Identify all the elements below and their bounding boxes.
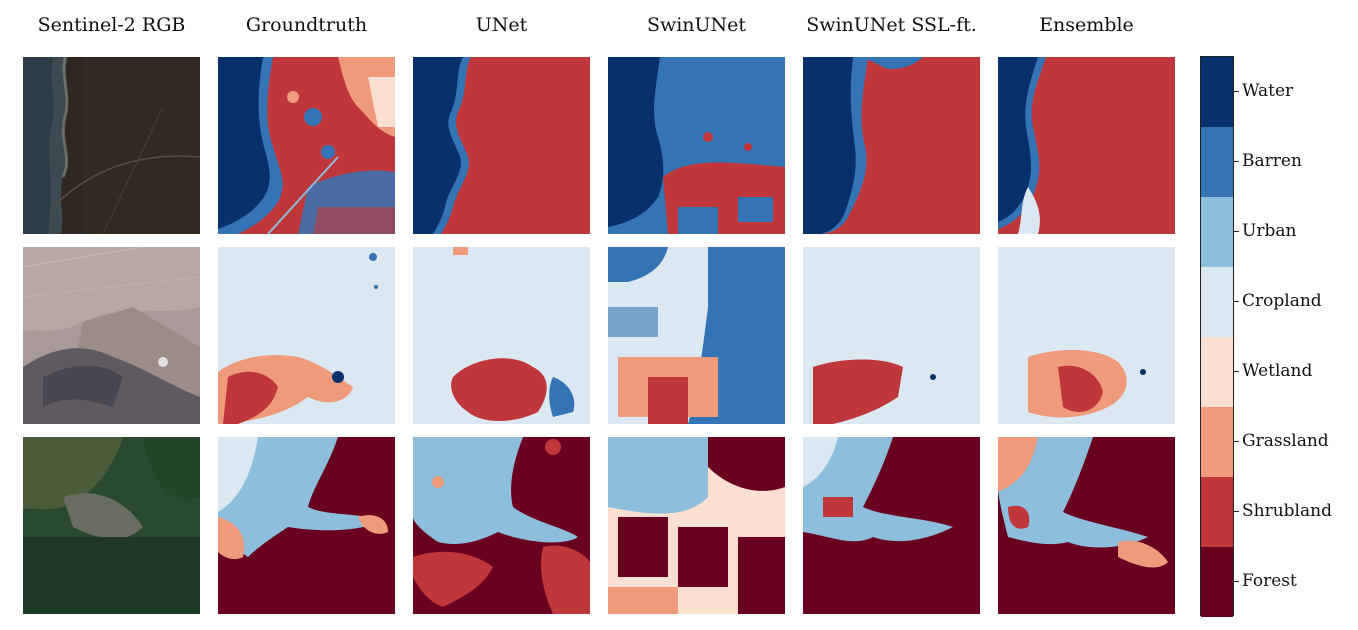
rgb-image-row3 xyxy=(23,437,200,614)
colorbar-label-grassland: Grassland xyxy=(1242,431,1329,451)
colorbar-swatch-barren xyxy=(1201,127,1233,197)
colorbar-tick xyxy=(1234,581,1239,582)
colorbar-swatch-wetland xyxy=(1201,337,1233,407)
unet-map-row3 xyxy=(413,437,590,614)
colorbar-swatch-water xyxy=(1201,57,1233,127)
colorbar-swatch-forest xyxy=(1201,547,1233,617)
swinunet-map-row2 xyxy=(608,247,785,424)
colorbar-tick xyxy=(1234,161,1239,162)
colorbar-label-wetland: Wetland xyxy=(1242,361,1313,381)
column-title-swinunet: SwinUNet xyxy=(646,14,747,36)
colorbar-tick xyxy=(1234,301,1239,302)
colorbar-label-forest: Forest xyxy=(1242,571,1297,591)
ensemble-map-row3 xyxy=(998,437,1175,614)
colorbar-label-cropland: Cropland xyxy=(1242,291,1322,311)
ensemble-map-row1 xyxy=(998,57,1175,234)
unet-map-row1 xyxy=(413,57,590,234)
unet-map-row2 xyxy=(413,247,590,424)
swinunet-ssl-map-row3 xyxy=(803,437,980,614)
column-title-groundtruth: Groundtruth xyxy=(245,14,368,36)
colorbar-swatch-grassland xyxy=(1201,407,1233,477)
column-title-unet: UNet xyxy=(475,14,528,36)
colorbar-label-urban: Urban xyxy=(1242,221,1297,241)
colorbar-tick xyxy=(1234,441,1239,442)
swinunet-ssl-map-row2 xyxy=(803,247,980,424)
groundtruth-map-row3 xyxy=(218,437,395,614)
swinunet-ssl-map-row1 xyxy=(803,57,980,234)
swinunet-map-row3 xyxy=(608,437,785,614)
groundtruth-map-row2 xyxy=(218,247,395,424)
column-title-rgb: Sentinel-2 RGB xyxy=(37,14,186,36)
colorbar-label-shrubland: Shrubland xyxy=(1242,501,1332,521)
column-title-ensemble: Ensemble xyxy=(1039,14,1134,36)
colorbar-swatch-cropland xyxy=(1201,267,1233,337)
colorbar-label-barren: Barren xyxy=(1242,151,1302,171)
colorbar-tick xyxy=(1234,91,1239,92)
swinunet-map-row1 xyxy=(608,57,785,234)
class-colorbar xyxy=(1200,56,1234,617)
rgb-image-row1 xyxy=(23,57,200,234)
ensemble-map-row2 xyxy=(998,247,1175,424)
colorbar-label-water: Water xyxy=(1242,81,1294,101)
column-title-swinunet-ssl: SwinUNet SSL-ft. xyxy=(806,14,977,36)
colorbar-swatch-urban xyxy=(1201,197,1233,267)
colorbar-tick xyxy=(1234,371,1239,372)
colorbar-tick xyxy=(1234,511,1239,512)
rgb-image-row2 xyxy=(23,247,200,424)
colorbar-tick xyxy=(1234,231,1239,232)
colorbar-swatch-shrubland xyxy=(1201,477,1233,547)
groundtruth-map-row1 xyxy=(218,57,395,234)
